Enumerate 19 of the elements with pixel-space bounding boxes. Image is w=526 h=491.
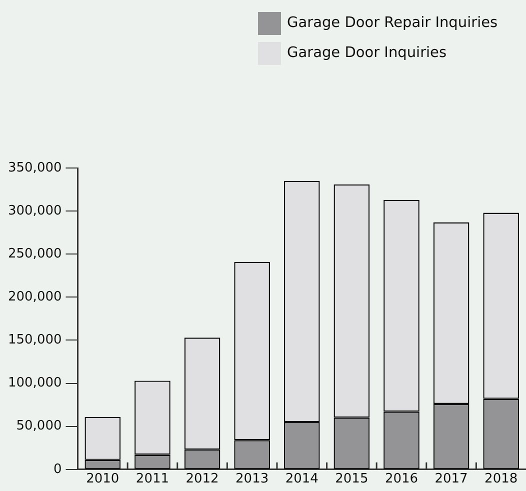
x-tick-label: 2010 [86,472,120,487]
y-tick-label: 50,000 [16,418,62,434]
y-tick-label: 300,000 [8,203,62,218]
y-tick-label: 250,000 [8,246,62,262]
y-tick-label: 350,000 [8,160,62,176]
x-tick-label: 2015 [335,472,368,487]
y-tick-label: 100,000 [8,376,62,391]
y-tick-label: 0 [53,462,62,477]
x-tick-label: 2018 [484,472,518,487]
x-tick-label: 2013 [236,472,269,487]
x-tick-label: 2012 [186,472,219,487]
y-tick-label: 200,000 [8,290,62,305]
legend-label: Garage Door Repair Inquiries [287,15,498,31]
x-tick-label: 2014 [285,472,318,487]
x-tick-label: 2017 [434,472,468,487]
y-tick-label: 150,000 [8,332,62,348]
x-tick-label: 2016 [384,472,418,487]
legend-label: Garage Door Inquiries [287,45,447,61]
x-tick-label: 2011 [136,472,170,487]
